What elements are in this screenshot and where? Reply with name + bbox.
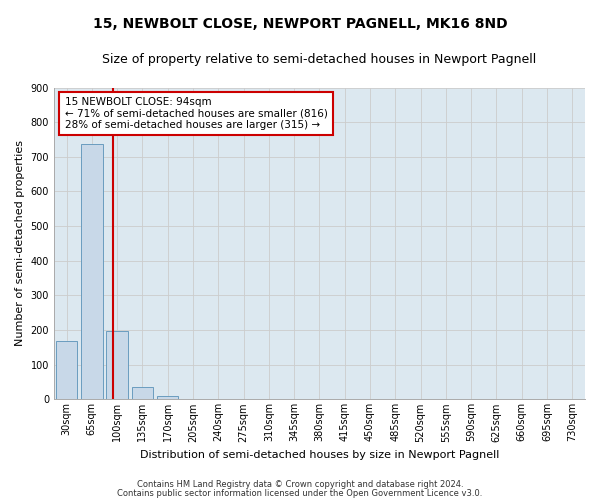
Text: Contains HM Land Registry data © Crown copyright and database right 2024.: Contains HM Land Registry data © Crown c… [137,480,463,489]
Y-axis label: Number of semi-detached properties: Number of semi-detached properties [15,140,25,346]
Text: Contains public sector information licensed under the Open Government Licence v3: Contains public sector information licen… [118,488,482,498]
X-axis label: Distribution of semi-detached houses by size in Newport Pagnell: Distribution of semi-detached houses by … [140,450,499,460]
Bar [106,331,128,400]
Bar [56,341,77,400]
Bar [131,386,153,400]
Bar [81,144,103,400]
Bar [157,396,178,400]
Text: 15 NEWBOLT CLOSE: 94sqm
← 71% of semi-detached houses are smaller (816)
28% of s: 15 NEWBOLT CLOSE: 94sqm ← 71% of semi-de… [65,97,328,130]
Title: Size of property relative to semi-detached houses in Newport Pagnell: Size of property relative to semi-detach… [103,52,536,66]
Text: 15, NEWBOLT CLOSE, NEWPORT PAGNELL, MK16 8ND: 15, NEWBOLT CLOSE, NEWPORT PAGNELL, MK16… [92,18,508,32]
